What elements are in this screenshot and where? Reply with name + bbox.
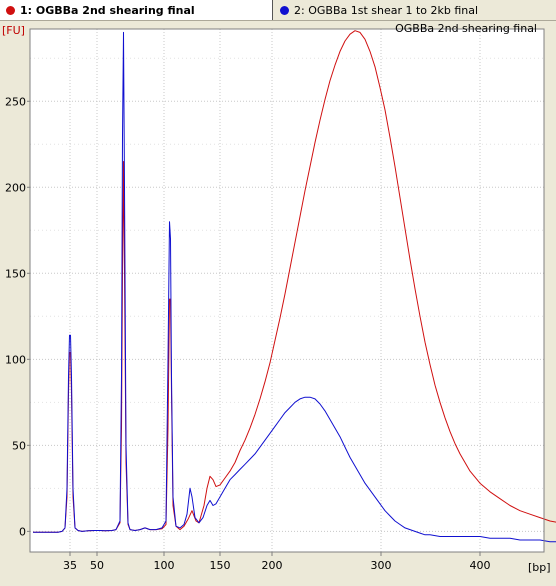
x-tick-label-100: 100 [154,559,175,572]
y-tick-label-150: 150 [5,267,26,280]
y-tick-label-250: 250 [5,95,26,108]
y-tick-label-200: 200 [5,181,26,194]
x-axis-label: [bp] [528,561,551,574]
tab-sample-1-label: OGBBa 2nd shearing final [35,3,195,17]
series-line-2 [33,31,556,543]
y-tick-label-50: 50 [12,439,26,452]
plot-area [30,29,544,552]
x-tick-label-400: 400 [470,559,491,572]
chart-title: OGBBa 2nd shearing final [395,22,537,35]
y-tick-label-0: 0 [19,525,26,538]
tab-sample-2-label: OGBBa 1st shear 1 to 2kb final [308,3,479,17]
tab-sample-2[interactable]: 2: OGBBa 1st shear 1 to 2kb final [274,0,556,20]
sample-tabs: 1: OGBBa 2nd shearing final 2: OGBBa 1st… [0,0,556,21]
sample-1-color-dot [6,5,15,15]
y-tick-label-100: 100 [5,353,26,366]
series-lines [33,30,556,543]
tab-sample-2-number: 2: [294,3,305,17]
y-axis-label: [FU] [2,24,25,37]
tick-labels: 0 50 100 150 200 250 35 50 100 150 200 300 400 [5,95,491,572]
x-tick-label-300: 300 [371,559,392,572]
x-tick-label-200: 200 [262,559,283,572]
tab-sample-1-number: 1: [20,3,33,17]
grid [30,29,544,552]
tab-sample-1[interactable]: 1: OGBBa 2nd shearing final [0,0,273,20]
x-tick-label-35: 35 [63,559,77,572]
plot-frame [29,28,545,553]
x-tick-label-50: 50 [90,559,104,572]
x-tick-label-150: 150 [210,559,231,572]
sample-2-color-dot [280,5,289,15]
